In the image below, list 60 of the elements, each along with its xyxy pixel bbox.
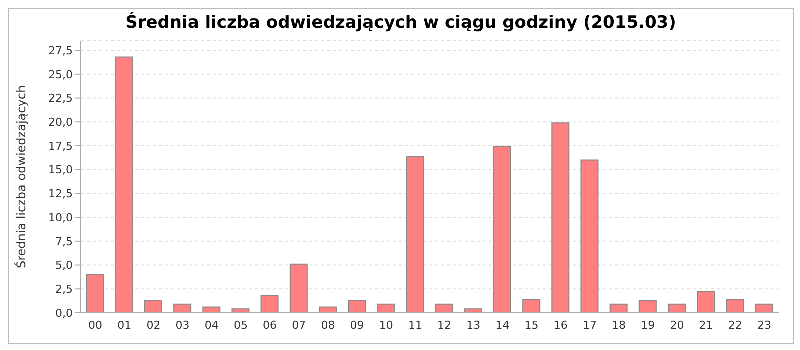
bar	[435, 304, 454, 313]
x-tick-label: 11	[408, 318, 422, 332]
x-tick-label: 16	[554, 318, 568, 332]
bar	[144, 300, 162, 313]
bar	[86, 274, 104, 313]
y-tick-label: 2,5	[56, 283, 73, 296]
bar	[464, 308, 482, 313]
bar	[493, 146, 512, 313]
bar	[115, 56, 134, 313]
y-tick-label: 17,5	[48, 140, 73, 153]
x-tick-label: 07	[292, 318, 306, 332]
bar	[522, 299, 541, 313]
x-tick-label: 00	[88, 318, 103, 332]
bar	[610, 304, 628, 313]
bar	[260, 295, 279, 313]
bar	[755, 304, 774, 313]
x-tick-label: 17	[582, 318, 597, 332]
y-tick-label: 27,5	[48, 44, 73, 58]
bar	[552, 122, 570, 313]
x-tick-label: 09	[350, 318, 364, 332]
y-tick-label: 25,0	[48, 68, 73, 82]
x-tick-label: 21	[699, 318, 714, 332]
bar	[377, 304, 396, 313]
bar	[668, 304, 686, 313]
x-tick-label: 15	[524, 318, 539, 332]
y-tick-label: 10,0	[48, 211, 73, 224]
x-tick-label: 12	[438, 318, 452, 332]
x-tick-label: 03	[176, 318, 190, 332]
x-tick-label: 13	[466, 318, 481, 332]
x-tick-label: 06	[263, 318, 278, 332]
bar	[697, 292, 716, 313]
bar	[580, 160, 599, 313]
bar	[348, 300, 366, 313]
y-tick-label: 5,0	[56, 259, 73, 272]
bar	[174, 304, 192, 313]
x-tick-label: 10	[379, 318, 394, 332]
x-tick-label: 02	[146, 318, 161, 332]
bar	[406, 156, 424, 313]
x-tick-label: 04	[204, 318, 219, 332]
x-tick-label: 23	[757, 318, 772, 332]
chart-title: Średnia liczba odwiedzających w ciągu godziny (2015.03)	[124, 13, 678, 33]
y-tick-label: 20,0	[48, 116, 73, 130]
bar	[638, 300, 657, 313]
y-tick-label: 7,5	[56, 235, 73, 248]
y-tick-label: 15,0	[48, 164, 73, 177]
x-tick-label: 22	[728, 318, 742, 332]
y-tick-label: 22,5	[48, 92, 73, 106]
y-axis-title: Średnia liczba odwiedzających	[13, 85, 28, 269]
x-tick-label: 18	[612, 318, 626, 332]
y-tick-label: 0,0	[56, 306, 73, 320]
bar	[726, 299, 744, 313]
x-tick-label: 20	[670, 318, 684, 332]
x-tick-label: 08	[321, 318, 336, 332]
x-tick-label: 14	[496, 318, 510, 332]
x-tick-label: 01	[118, 318, 132, 332]
bar	[232, 308, 250, 313]
x-tick-label: 05	[234, 318, 248, 332]
y-tick-label: 12,5	[48, 188, 73, 201]
x-tick-label: 19	[641, 318, 656, 332]
bar	[290, 264, 308, 313]
